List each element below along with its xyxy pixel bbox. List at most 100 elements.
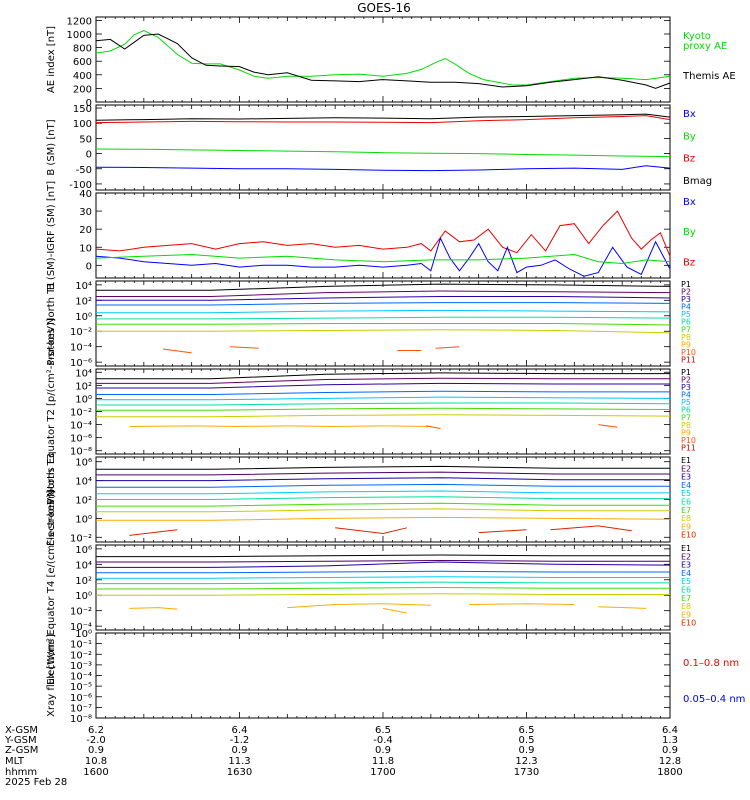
series-line-e1 [96,465,670,470]
y-tick-label: 10⁻² [70,327,92,338]
y-tick-label: 10² [75,381,92,392]
channel-label-e1: E1 [681,456,691,465]
series-line-p7 [96,323,671,326]
y-tick-label: 10⁻⁸ [70,447,92,458]
channel-label-e2: E2 [681,464,691,473]
series-line-by [95,253,671,265]
series-fragment-p10 [229,346,259,349]
channel-label-e4: E4 [681,569,691,578]
y-tick-label: -50 [76,165,92,176]
panel-frame [95,632,671,719]
y-tick-label: 150 [73,104,92,115]
legend-entry: Bx [683,197,696,208]
channel-label-p5: P5 [681,310,691,319]
orbit-value: 12.3 [515,756,537,767]
y-tick-label: 10⁰ [75,514,92,525]
legend-entry: 0.05–0.4 nm [683,694,745,705]
y-tick-label: 10⁴ [75,281,92,292]
y-tick-label: 10⁻⁴ [70,343,92,354]
orbit-value: 10.8 [85,756,107,767]
y-tick-label: 0 [86,261,92,272]
y-tick-label: 30 [79,207,92,218]
legend-entry: Bx [683,109,696,120]
orbit-value: 1630 [227,767,252,778]
orbit-value: 6.5 [375,725,391,736]
orbit-value: 11.8 [372,756,394,767]
orbit-value: 0.9 [88,745,104,756]
y-tick-label: 10⁻³ [70,661,92,672]
legend-entry: By [683,131,696,142]
series-line-p4 [96,302,671,306]
orbit-row-label: X-GSM [5,725,38,736]
y-tick-label: 10² [75,576,92,587]
y-tick-label: 10⁰ [75,312,92,323]
series-fragment-e10 [129,529,178,536]
series-fragment-e10 [335,527,408,535]
y-tick-label: 10⁻² [70,533,92,544]
y-tick-label: 400 [73,71,92,82]
channel-label-e3: E3 [681,561,691,570]
series-line-p7 [96,407,671,411]
y-tick-label: 50 [79,134,92,145]
channel-label-e9: E9 [681,610,691,619]
y-tick-label: 10⁻⁶ [70,434,92,445]
channel-label-p1: P1 [681,368,691,377]
series-fragment-e9 [129,607,178,610]
panel-en: 10⁶ 10⁴ 10² 10⁰ 10⁻² Electrons North T3 E1E2E3… [46,453,696,546]
channel-label-e7: E7 [681,594,691,603]
y-tick-label: 40 [79,189,92,200]
channel-label-p4: P4 [681,303,691,312]
series-fragment-e9 [382,607,407,614]
y-tick-label: 10² [75,496,92,507]
channel-label-p1: P1 [681,280,691,289]
channel-label-p2: P2 [681,376,691,385]
series-line-p1 [96,372,670,380]
series-line-p8 [96,414,671,418]
channel-label-p10: P10 [681,436,696,445]
series-line-p3 [96,382,670,389]
series-line-e4 [96,570,670,574]
orbit-value: 6.5 [519,725,535,736]
legend-entry: Bz [683,257,695,268]
channel-label-e3: E3 [681,473,691,482]
legend-entry: proxy AE [683,41,727,52]
y-axis-label: AE index [nT] [46,26,57,93]
channel-label-p4: P4 [681,391,691,400]
series-fragment-p10 [435,346,460,349]
series-line-kyoto-proxy-ae [95,30,671,86]
y-tick-label: 10⁻⁶ [70,358,92,369]
series-line-p2 [96,290,671,297]
channel-label-p6: P6 [681,318,691,327]
series-line-e5 [96,490,670,495]
channel-label-p6: P6 [681,406,691,415]
orbit-value: 0.9 [232,745,248,756]
orbit-value: 0.9 [375,745,391,756]
orbit-row-label: Y-GSM [4,735,37,746]
y-tick-label: 1000 [67,30,92,41]
orbit-value: 0.9 [519,745,535,756]
y-axis-label: Protons North T1 [46,281,57,365]
orbit-value: 6.4 [232,725,248,736]
orbit-value: -1.2 [230,735,250,746]
series-fragment-p10 [425,425,441,429]
channel-label-p2: P2 [681,288,691,297]
y-axis-label: Xray flux [W/m²] [46,634,57,717]
orbit-value: 1800 [657,767,682,778]
series-line-p6 [96,316,671,320]
y-tick-label: -100 [69,180,92,191]
series-line-e7 [96,502,670,507]
panel-frame [95,16,671,103]
series-line-e1 [96,554,670,558]
y-tick-label: 10⁻² [70,650,92,661]
series-line-bx [95,236,671,277]
legend-entry: Kyoto [683,31,711,42]
y-tick-label: 10⁻⁶ [70,693,92,704]
legend-entry: By [683,227,696,238]
series-line-e9 [96,516,671,521]
orbit-value: 0.9 [662,745,678,756]
series-line-p4 [96,390,670,395]
series-line-p5 [96,396,671,401]
channel-label-p9: P9 [681,428,691,437]
channel-label-e1: E1 [681,544,691,553]
